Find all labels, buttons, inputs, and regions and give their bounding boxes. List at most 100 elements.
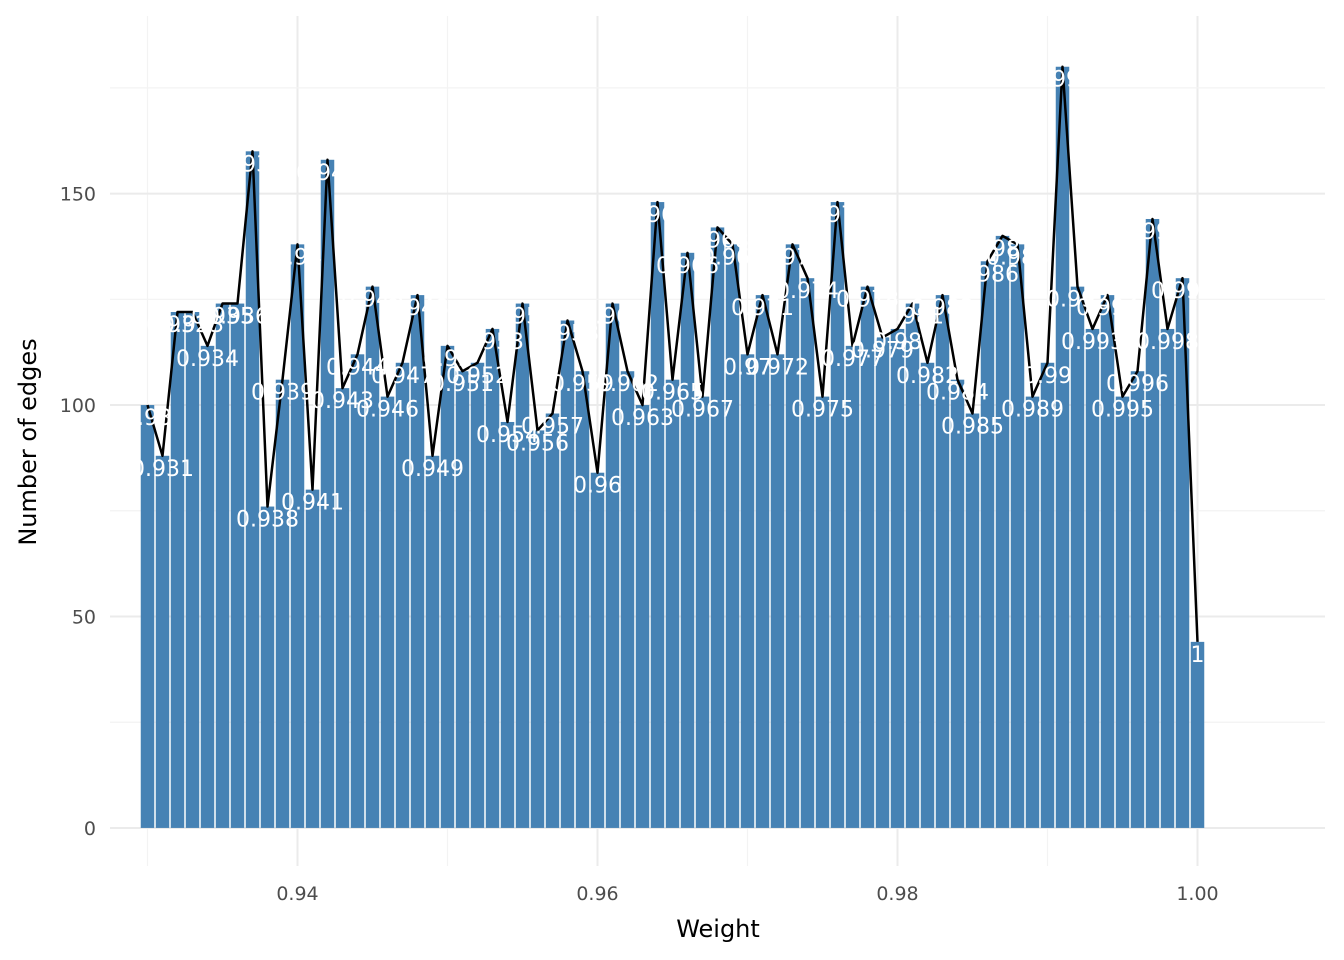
bar xyxy=(950,379,965,828)
data-label: 0.996 xyxy=(1106,372,1169,397)
bar xyxy=(665,379,680,828)
bar xyxy=(1145,218,1160,828)
bar xyxy=(590,472,605,828)
data-label: 0.971 xyxy=(731,296,794,321)
data-label: 0.978 xyxy=(836,288,899,313)
bar xyxy=(170,312,185,828)
bar xyxy=(785,244,800,828)
bar xyxy=(380,396,395,828)
y-tick-label: 0 xyxy=(84,818,96,840)
bar xyxy=(275,379,290,828)
data-label: 0.946 xyxy=(356,398,419,423)
bar xyxy=(830,202,845,828)
y-axis-title: Number of edges xyxy=(14,338,42,545)
data-label: 0.933 xyxy=(161,313,224,338)
bar xyxy=(755,295,770,828)
data-label: 0.972 xyxy=(746,355,809,380)
data-label: 0.992 xyxy=(1046,288,1109,313)
bar xyxy=(740,354,755,828)
bar xyxy=(620,371,635,828)
bars xyxy=(140,66,1205,828)
data-label: 0.995 xyxy=(1091,398,1154,423)
bar xyxy=(350,354,365,828)
bar xyxy=(260,506,275,828)
data-label: 0.956 xyxy=(506,431,569,456)
data-label: 0.976 xyxy=(806,203,869,228)
data-label: 0.941 xyxy=(281,491,344,516)
y-axis-ticks: 0 50 100 150 xyxy=(60,184,96,840)
x-tick-label: 0.96 xyxy=(576,883,618,905)
data-label: 0.999 xyxy=(1151,279,1214,304)
data-label: 0.97 xyxy=(723,355,772,380)
bar xyxy=(515,303,530,828)
data-label: 0.963 xyxy=(611,406,674,431)
bar xyxy=(320,159,335,828)
bar xyxy=(1175,278,1190,828)
bar xyxy=(1190,641,1205,828)
bar xyxy=(245,151,260,828)
data-label: 0.974 xyxy=(776,279,839,304)
bar xyxy=(650,202,665,828)
data-label: 0.931 xyxy=(131,457,194,482)
data-label: 0.942 xyxy=(296,161,359,186)
data-label: 0.981 xyxy=(881,305,944,330)
bar xyxy=(575,371,590,828)
x-axis-ticks: 0.94 0.96 0.98 1.00 xyxy=(276,883,1218,905)
bar xyxy=(560,320,575,828)
data-label: 0.948 xyxy=(386,296,449,321)
bar xyxy=(335,388,350,828)
data-label: 0.979 xyxy=(851,338,914,363)
data-label: 0.987 xyxy=(971,237,1034,262)
x-tick-label: 0.98 xyxy=(876,883,918,905)
data-label: 0.936 xyxy=(206,305,269,330)
data-label: 0.934 xyxy=(176,347,239,372)
data-label: 0.997 xyxy=(1121,220,1184,245)
data-label: 0.937 xyxy=(221,152,284,177)
bar xyxy=(215,303,230,828)
bar xyxy=(860,286,875,828)
data-label: 0.954 xyxy=(476,423,539,448)
bar xyxy=(875,337,890,828)
x-tick-label: 1.00 xyxy=(1176,883,1218,905)
bar xyxy=(485,328,500,828)
bar xyxy=(545,413,560,828)
data-label: 0.94 xyxy=(273,245,322,270)
bar xyxy=(305,489,320,828)
data-label: 0.957 xyxy=(521,415,584,440)
bar xyxy=(710,227,725,828)
bar xyxy=(935,295,950,828)
data-label: 0.953 xyxy=(461,330,524,355)
frequency-line xyxy=(146,65,1199,642)
bar xyxy=(395,362,410,828)
bar xyxy=(995,235,1010,828)
data-label: 0.961 xyxy=(581,305,644,330)
data-label: 0.993 xyxy=(1061,330,1124,355)
data-label: 0.944 xyxy=(326,355,389,380)
bar xyxy=(1010,244,1025,828)
data-label: 0.939 xyxy=(251,381,314,406)
data-label: 0.975 xyxy=(791,398,854,423)
bar xyxy=(1130,371,1145,828)
data-label: 0.959 xyxy=(551,372,614,397)
bar xyxy=(1100,295,1115,828)
bar xyxy=(440,345,455,828)
bar xyxy=(680,252,695,828)
bar xyxy=(1025,396,1040,828)
data-label: 0.977 xyxy=(821,347,884,372)
data-label: 0.99 xyxy=(1023,364,1072,389)
bar xyxy=(155,455,170,828)
data-label: 0.965 xyxy=(641,381,704,406)
data-label: 0.988 xyxy=(986,245,1049,270)
data-label: 0.96 xyxy=(573,474,622,499)
bar xyxy=(725,244,740,828)
y-tick-label: 50 xyxy=(72,606,96,628)
bar xyxy=(140,405,155,828)
bar xyxy=(530,430,545,828)
bar xyxy=(635,405,650,828)
data-label: 0.951 xyxy=(431,372,494,397)
bar xyxy=(230,303,245,828)
bar xyxy=(695,396,710,828)
bar xyxy=(815,396,830,828)
